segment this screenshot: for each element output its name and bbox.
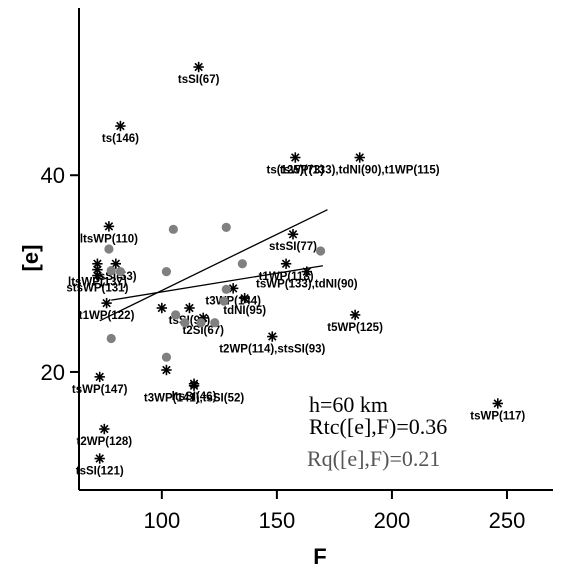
point-label: tsSI(53) <box>95 271 137 283</box>
y-axis-title: [e] <box>18 245 43 272</box>
circle-marker <box>106 266 116 276</box>
axes <box>78 8 553 491</box>
point-label: ltsWP(137) <box>68 277 127 289</box>
star-marker <box>492 398 503 409</box>
star-marker <box>354 152 365 163</box>
star-marker <box>227 283 239 294</box>
star-marker <box>101 297 112 309</box>
circle-marker <box>161 267 172 277</box>
circle-marker <box>221 222 231 232</box>
point-label: t1WP(118) <box>259 271 314 283</box>
point-label: ltsSI(46) <box>172 391 217 403</box>
y-tick-label: 20 <box>41 360 65 385</box>
circle-marker <box>237 259 247 269</box>
fit-line-tc-fit <box>99 209 328 322</box>
star-marker <box>188 380 200 391</box>
star-marker <box>110 258 122 269</box>
fit-lines <box>99 209 328 322</box>
star-marker <box>290 152 301 163</box>
star-marker <box>92 270 103 281</box>
x-axis-title: F <box>313 544 326 569</box>
star-marker <box>94 371 105 383</box>
point-label: tsWP(133),tdNI(90),t1WP(115) <box>280 165 440 177</box>
star-marker <box>349 309 361 321</box>
x-tick-label: 150 <box>259 508 296 533</box>
point-label: stsWP(131) <box>66 283 128 295</box>
annotation-height: h=60 km <box>309 392 388 417</box>
point-label: ts(146) <box>102 133 139 145</box>
circle-marker <box>104 244 114 254</box>
circle-marker <box>196 318 206 328</box>
annotations: h=60 km Rtc([e],F)=0.36 Rq([e],F)=0.21 <box>307 392 447 471</box>
circle-marker <box>115 267 126 277</box>
point-label: t2WP(114),stsSI(93) <box>219 344 325 356</box>
circle-marker <box>221 284 231 294</box>
point-label: tsWP(133),tdNI(90) <box>256 279 358 291</box>
x-tick-label: 100 <box>143 508 180 533</box>
x-tick-label: 200 <box>374 508 411 533</box>
annotation-rq: Rq([e],F)=0.21 <box>307 446 440 471</box>
point-label: t2WP(128) <box>77 436 133 448</box>
y-tick-label: 40 <box>41 163 65 188</box>
point-label: tsSI(67) <box>178 74 220 86</box>
star-marker <box>184 302 195 314</box>
star-marker <box>103 221 115 232</box>
circle-marker <box>106 333 116 344</box>
point-label: ltsWP(110) <box>80 233 138 245</box>
star-marker <box>301 266 312 277</box>
circle-marker <box>171 310 181 320</box>
star-marker <box>156 302 168 314</box>
point-label: t5WP(125) <box>327 322 383 334</box>
circle-marker <box>316 246 326 256</box>
star-marker <box>239 292 250 304</box>
point-label: tdNI(95) <box>223 305 266 317</box>
point-label: stsSI(77) <box>269 241 317 253</box>
point-label: tsWP(117) <box>470 410 525 422</box>
circle-marker <box>210 318 220 328</box>
data-points: tsSI(67)ts(146)ts(125)(73)tsWP(133),tdNI… <box>66 61 525 478</box>
circle-marker <box>180 318 190 328</box>
star-marker <box>161 364 172 376</box>
circle-marker <box>161 352 172 362</box>
star-marker <box>193 61 204 73</box>
point-label: t1WP(122) <box>79 310 135 322</box>
point-label: tsSI(121) <box>76 466 124 478</box>
circle-marker <box>219 296 229 306</box>
point-label: t3WP(141),tsSI(52) <box>144 393 245 405</box>
point-label: ts(125)(73) <box>267 165 325 177</box>
x-tick-label: 250 <box>489 508 526 533</box>
star-marker <box>99 423 110 435</box>
point-label: tsWP(147) <box>72 384 128 396</box>
point-label: t2SI(67) <box>182 325 224 337</box>
star-marker <box>267 331 278 342</box>
axis-ticks: 100 150 200 250 20 40 <box>41 163 526 533</box>
star-marker <box>280 258 292 269</box>
circle-marker <box>168 224 178 234</box>
annotation-rtc: Rtc([e],F)=0.36 <box>309 414 447 439</box>
star-marker <box>115 120 126 132</box>
fit-line-q-fit <box>111 265 324 301</box>
star-marker <box>287 229 299 240</box>
star-marker <box>94 453 105 464</box>
